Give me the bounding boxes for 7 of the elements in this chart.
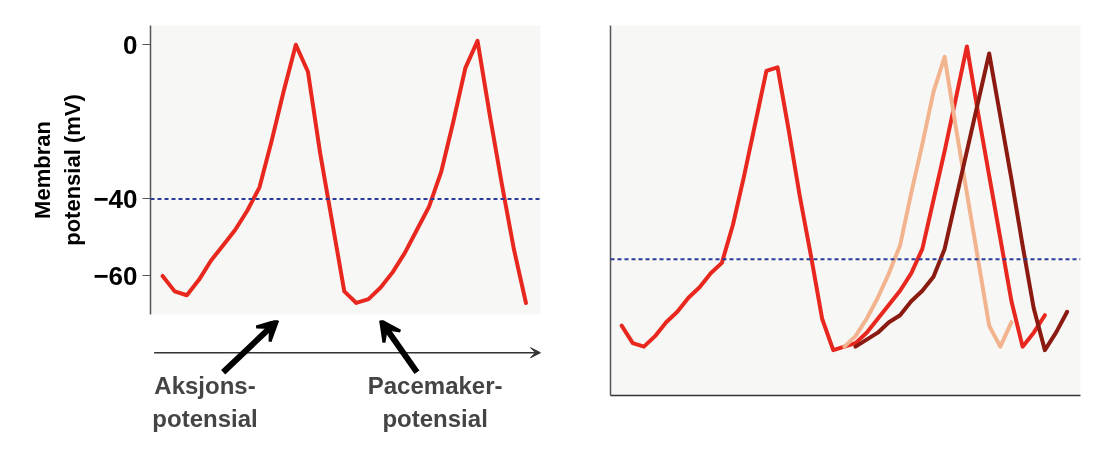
text: Pacemaker- potensial xyxy=(367,372,503,432)
text: Aksjons- potensial xyxy=(152,372,258,432)
y-tick-label: −40 xyxy=(93,183,138,214)
y-axis-title: Membran potensial (mV) xyxy=(30,94,86,246)
line-series xyxy=(160,38,528,305)
y-tick-label: 0 xyxy=(123,29,138,60)
y-tick-label: −60 xyxy=(93,260,138,291)
